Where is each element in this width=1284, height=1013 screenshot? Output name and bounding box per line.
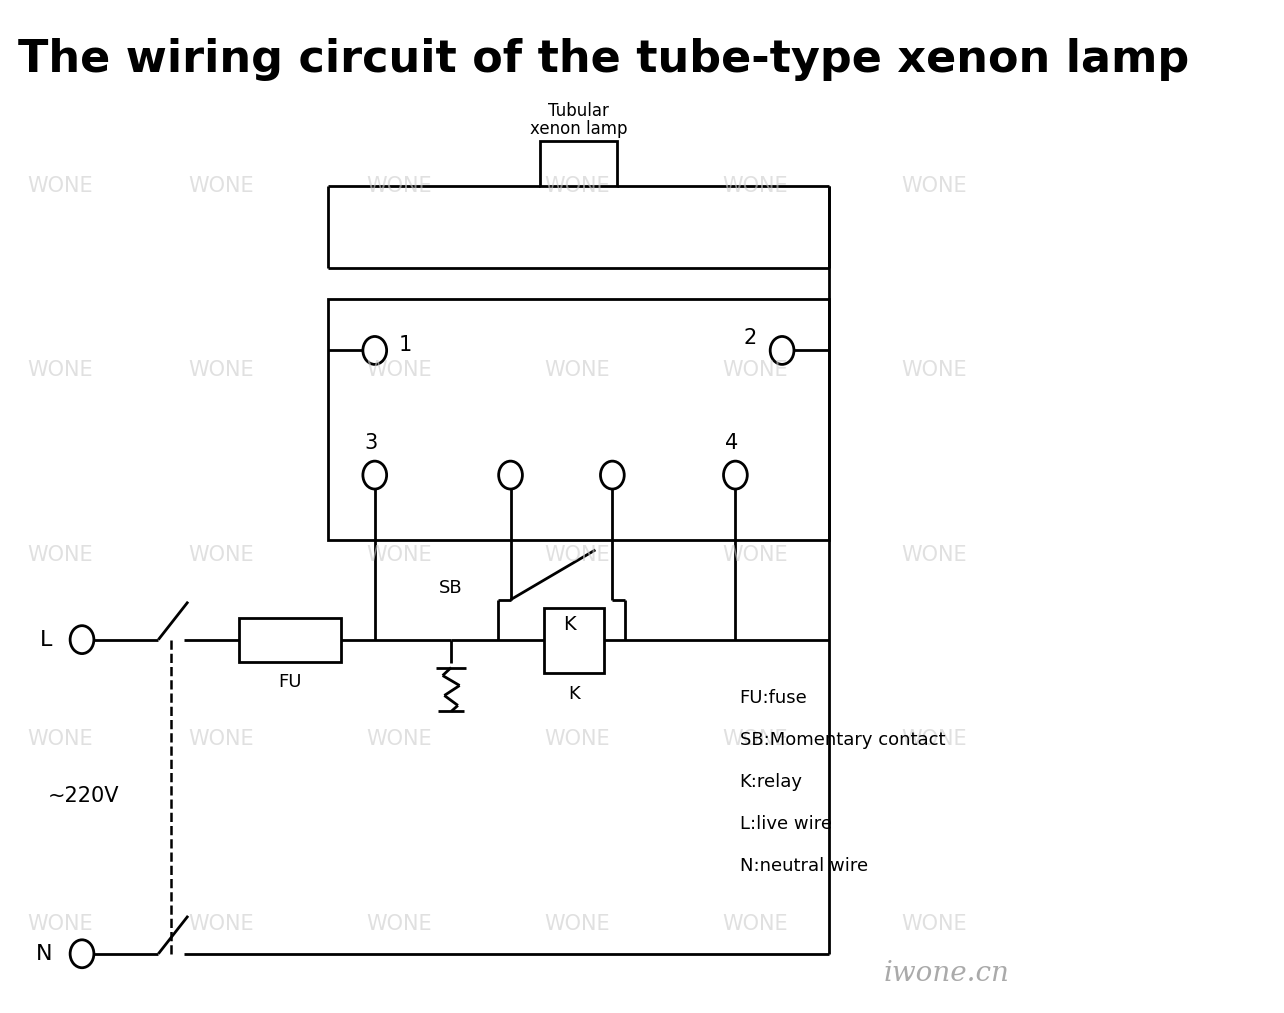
Text: L:live wire: L:live wire (740, 815, 832, 833)
Text: K:relay: K:relay (740, 773, 802, 791)
Text: 1: 1 (398, 335, 412, 356)
Text: WONE: WONE (901, 914, 967, 934)
Text: Tubular: Tubular (548, 102, 609, 121)
Text: WONE: WONE (27, 545, 92, 565)
Bar (544, 608, 603, 673)
Text: WONE: WONE (901, 361, 967, 380)
Text: WONE: WONE (544, 729, 610, 750)
Text: iwone.cn: iwone.cn (883, 960, 1009, 988)
Text: WONE: WONE (366, 176, 431, 196)
Text: WONE: WONE (544, 914, 610, 934)
Text: WONE: WONE (723, 729, 788, 750)
Text: WONE: WONE (901, 176, 967, 196)
Text: WONE: WONE (187, 176, 254, 196)
Text: WONE: WONE (544, 361, 610, 380)
Text: WONE: WONE (366, 729, 431, 750)
Text: WONE: WONE (544, 176, 610, 196)
Bar (541, 141, 616, 185)
Text: FU: FU (279, 673, 302, 691)
Text: WONE: WONE (723, 914, 788, 934)
Text: N: N (36, 944, 53, 963)
Text: WONE: WONE (27, 176, 92, 196)
Text: WONE: WONE (187, 545, 254, 565)
Text: K: K (569, 686, 580, 703)
Text: WONE: WONE (27, 914, 92, 934)
Text: WONE: WONE (544, 545, 610, 565)
Text: WONE: WONE (27, 361, 92, 380)
Bar (329, 299, 828, 540)
Text: FU:fuse: FU:fuse (740, 690, 808, 707)
Text: WONE: WONE (187, 361, 254, 380)
Text: WONE: WONE (723, 176, 788, 196)
Text: WONE: WONE (187, 914, 254, 934)
Text: K: K (564, 615, 577, 634)
Text: WONE: WONE (723, 361, 788, 380)
Text: L: L (40, 630, 53, 649)
Text: xenon lamp: xenon lamp (530, 120, 627, 138)
Text: WONE: WONE (27, 729, 92, 750)
Text: SB: SB (439, 578, 464, 597)
Text: ~220V: ~220V (48, 786, 119, 806)
Bar (239, 618, 340, 661)
Text: WONE: WONE (723, 545, 788, 565)
Text: WONE: WONE (901, 545, 967, 565)
Text: 2: 2 (743, 328, 756, 348)
Text: N:neutral wire: N:neutral wire (740, 857, 868, 875)
Text: SB:Momentary contact: SB:Momentary contact (740, 731, 945, 750)
Text: 3: 3 (363, 434, 377, 453)
Text: WONE: WONE (901, 729, 967, 750)
Text: WONE: WONE (366, 914, 431, 934)
Text: WONE: WONE (187, 729, 254, 750)
Text: WONE: WONE (366, 361, 431, 380)
Text: The wiring circuit of the tube-type xenon lamp: The wiring circuit of the tube-type xeno… (18, 37, 1189, 81)
Text: WONE: WONE (366, 545, 431, 565)
Text: 4: 4 (724, 434, 738, 453)
